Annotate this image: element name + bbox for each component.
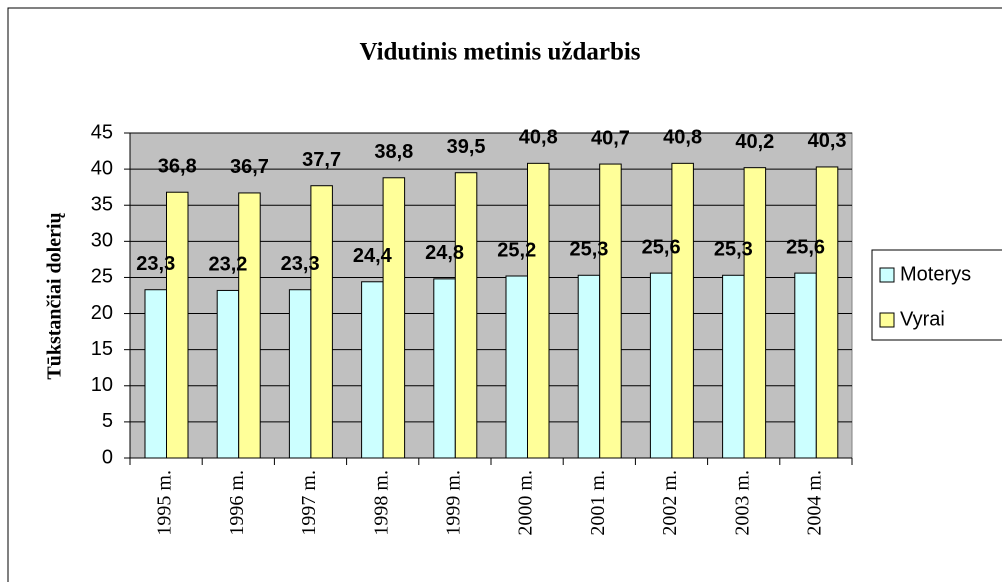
y-tick-label: 20 <box>91 302 113 324</box>
bar <box>671 162 694 459</box>
bar <box>794 272 817 459</box>
value-label: 25,3 <box>714 239 753 261</box>
y-tick-label: 0 <box>102 446 113 468</box>
y-tick-label: 45 <box>91 121 113 143</box>
value-label: 40,8 <box>663 127 702 149</box>
x-tick-label: 2000 m. <box>515 470 537 536</box>
bar <box>382 177 406 459</box>
x-tick-label: 2003 m. <box>731 470 753 536</box>
value-label: 39,5 <box>447 136 486 158</box>
y-tick-label: 35 <box>91 194 113 216</box>
legend-swatch <box>879 267 895 283</box>
bar <box>144 289 167 459</box>
bar <box>238 192 261 459</box>
x-tick-label: 1995 m. <box>154 470 176 536</box>
x-tick-label: 1998 m. <box>370 470 392 536</box>
x-tick-label: 1999 m. <box>442 470 464 536</box>
y-axis-label: Tūkstančiai dolerių <box>44 212 66 379</box>
bar <box>505 275 528 459</box>
value-label: 25,3 <box>569 239 608 261</box>
x-tick-label: 1996 m. <box>226 470 248 536</box>
value-label: 25,6 <box>786 236 825 258</box>
value-label: 40,2 <box>735 131 774 153</box>
bar <box>815 166 839 459</box>
value-label: 40,8 <box>519 127 558 149</box>
x-tick-label: 2002 m. <box>659 470 681 536</box>
y-tick-label: 40 <box>91 157 113 179</box>
y-tick-label: 25 <box>91 266 113 288</box>
bar <box>216 289 240 459</box>
value-label: 23,3 <box>136 253 175 275</box>
bar <box>649 272 673 459</box>
bar <box>454 172 478 459</box>
bar <box>433 278 456 459</box>
value-label: 36,7 <box>230 156 269 178</box>
value-label: 24,4 <box>353 245 393 267</box>
bar <box>361 281 384 459</box>
x-tick-label: 2001 m. <box>587 470 609 536</box>
legend-label: Moterys <box>900 263 971 285</box>
bar <box>599 163 622 459</box>
y-tick-label: 5 <box>102 410 113 432</box>
value-label: 25,6 <box>642 236 681 258</box>
y-tick-label: 10 <box>91 374 113 396</box>
chart-title: Vidutinis metinis uždarbis <box>359 39 640 66</box>
x-tick-label: 1997 m. <box>298 470 320 536</box>
value-label: 37,7 <box>302 149 341 171</box>
bar <box>288 289 312 459</box>
value-label: 24,8 <box>425 242 464 264</box>
value-label: 40,3 <box>808 130 847 152</box>
legend-label: Vyrai <box>900 308 945 330</box>
value-label: 25,2 <box>497 239 536 261</box>
value-label: 40,7 <box>591 127 630 149</box>
bar <box>577 274 601 459</box>
x-tick-label: 2004 m. <box>803 470 825 536</box>
value-label: 23,3 <box>281 253 320 275</box>
legend-swatch <box>879 312 895 328</box>
value-label: 38,8 <box>374 141 413 163</box>
bar <box>310 185 333 459</box>
value-label: 23,2 <box>208 254 247 276</box>
bar <box>722 274 745 459</box>
value-label: 36,8 <box>158 156 197 178</box>
y-tick-label: 30 <box>91 230 113 252</box>
y-tick-label: 15 <box>91 338 113 360</box>
bar <box>527 162 550 459</box>
bar <box>166 191 189 459</box>
bar <box>743 167 767 459</box>
